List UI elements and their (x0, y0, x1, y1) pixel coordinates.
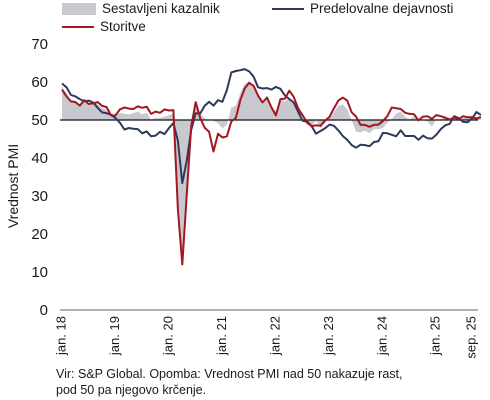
x-tick-label: jan. 19 (107, 316, 122, 356)
x-tick-label: sep. 25 (463, 316, 478, 359)
series-line-services (61, 81, 482, 266)
y-tick-label: 20 (31, 226, 48, 243)
y-tick-label: 30 (31, 188, 48, 205)
legend-label-manufacturing: Predelovalne dejavnosti (310, 1, 454, 16)
x-tick-label: jan. 25 (428, 316, 443, 356)
y-tick-label: 70 (31, 36, 48, 53)
x-tick-label: jan. 22 (267, 316, 282, 356)
x-tick-label: jan. 23 (321, 316, 336, 356)
line-layer (61, 68, 482, 266)
y-tick-label: 40 (31, 150, 48, 167)
source-note-line-1: Vir: S&P Global. Opomba: Vrednost PMI na… (56, 367, 403, 381)
y-tick-label: 0 (40, 302, 48, 319)
legend-swatch-services (62, 25, 94, 28)
x-tick-label: jan. 18 (53, 316, 68, 356)
axis-layer: 0 10 20 30 40 50 60 70 jan. 18 jan. 19 jan. 20 jan.… (31, 36, 478, 359)
legend-swatch-manufacturing (272, 7, 304, 10)
legend-item-composite: Sestavljeni kazalnik (62, 1, 220, 16)
x-tick-label: jan. 21 (214, 316, 229, 356)
x-tick-label: jan. 20 (160, 316, 175, 356)
x-tick-label: jan. 24 (374, 316, 389, 356)
y-tick-label: 50 (31, 112, 48, 129)
legend-label-composite: Sestavljeni kazalnik (102, 1, 220, 16)
source-note: Vir: S&P Global. Opomba: Vrednost PMI na… (56, 366, 402, 398)
y-axis-label: Vrednost PMI (5, 143, 21, 229)
legend-item-services: Storitve (62, 19, 146, 34)
series-line-manufacturing (61, 68, 482, 185)
legend-label-services: Storitve (100, 19, 146, 34)
legend-swatch-composite (62, 2, 96, 15)
legend-item-manufacturing: Predelovalne dejavnosti (272, 1, 453, 16)
y-tick-label: 10 (31, 264, 48, 281)
y-tick-label: 60 (31, 74, 48, 91)
source-note-line-2: pod 50 pa njegovo krčenje. (56, 383, 207, 397)
